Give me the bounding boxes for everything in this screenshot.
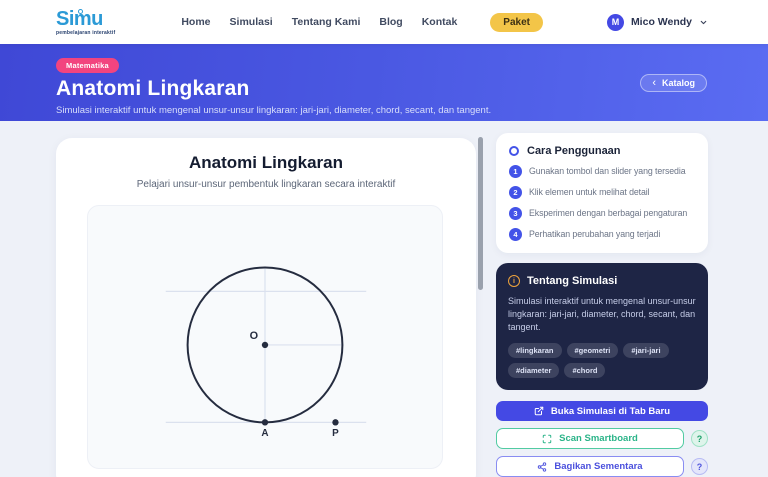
scan-smartboard-button[interactable]: Scan Smartboard [496,428,684,450]
scan-help-button[interactable]: ? [691,430,708,448]
about-title: Tentang Simulasi [527,275,618,287]
content-scrollbar[interactable] [478,137,483,290]
brand-tagline: pembelajaran interaktif [56,29,116,36]
usage-step: 3 Eksperimen dengan berbagai pengaturan [509,207,695,220]
katalog-label: Katalog [661,78,695,88]
usage-title: Cara Penggunaan [527,145,621,157]
hero-banner: Matematika Anatomi Lingkaran Simulasi in… [0,44,768,121]
nav-link-kontak[interactable]: Kontak [421,16,458,28]
tag-diameter[interactable]: #diameter [508,363,560,379]
simulation-title: Anatomi Lingkaran [189,153,343,172]
nav-link-blog[interactable]: Blog [379,16,403,28]
user-name: Mico Wendy [630,16,692,28]
avatar: M [606,13,624,31]
open-new-tab-label: Buka Simulasi di Tab Baru [550,405,671,417]
usage-step: 4 Perhatikan perubahan yang terjadi [509,228,695,241]
step-text: Gunakan tombol dan slider yang tersedia [529,166,686,176]
scan-row: Scan Smartboard ? [496,428,708,450]
brand-logo[interactable]: Simu pembelajaran interaktif [56,7,116,36]
nav-link-home[interactable]: Home [181,16,211,28]
user-menu[interactable]: M Mico Wendy [606,13,708,31]
share-help-button[interactable]: ? [691,458,708,476]
page-title: Anatomi Lingkaran [56,77,250,100]
point-a-handle[interactable] [261,419,269,426]
simulation-subtitle: Pelajari unsur-unsur pembentuk lingkaran… [136,179,396,190]
share-icon [538,462,547,472]
tag-list: #lingkaran #geometri #jari-jari #diamete… [508,343,696,379]
tag-geometri[interactable]: #geometri [566,343,619,359]
usage-card: Cara Penggunaan 1 Gunakan tombol dan sli… [496,133,708,253]
external-link-icon [534,406,544,416]
simulation-canvas[interactable]: O A P [87,205,443,469]
nav-link-tentang-kami[interactable]: Tentang Kami [291,16,361,28]
about-card: i Tentang Simulasi Simulasi interaktif u… [496,263,708,391]
brand-name: Simu [56,7,103,30]
katalog-back-button[interactable]: ‹ Katalog [640,74,707,92]
logo-ring-icon [78,8,83,14]
point-p-handle[interactable] [332,419,339,426]
about-description: Simulasi interaktif untuk mengenal unsur… [508,296,696,333]
usage-step: 1 Gunakan tombol dan slider yang tersedi… [509,165,695,178]
sidebar: Cara Penggunaan 1 Gunakan tombol dan sli… [496,133,708,477]
center-point[interactable] [261,341,269,349]
share-temporary-label: Bagikan Sementara [554,461,643,473]
chevron-left-icon: ‹ [652,76,656,89]
nav-paket-button[interactable]: Paket [490,12,543,32]
scan-smartboard-label: Scan Smartboard [559,433,638,445]
step-number-badge: 2 [509,186,522,199]
share-row: Bagikan Sementara ? [496,456,708,477]
circle-diagram: O A P [165,266,367,439]
top-navbar: Simu pembelajaran interaktif Home Simula… [0,0,768,44]
scan-icon [542,434,552,443]
open-new-tab-button[interactable]: Buka Simulasi di Tab Baru [496,401,708,422]
label-point-p: P [332,428,339,439]
step-number-badge: 4 [509,228,522,241]
step-text: Klik elemen untuk melihat detail [529,187,650,197]
share-temporary-button[interactable]: Bagikan Sementara [496,456,684,477]
usage-step: 2 Klik elemen untuk melihat detail [509,186,695,199]
nav-link-simulasi[interactable]: Simulasi [229,16,273,28]
circle-outline-icon [509,146,519,156]
nav-links: Home Simulasi Tentang Kami Blog Kontak P… [181,12,543,32]
category-badge: Matematika [56,58,119,73]
step-number-badge: 1 [509,165,522,178]
label-point-a: A [261,428,268,439]
step-text: Perhatikan perubahan yang terjadi [529,229,661,239]
label-center-o: O [250,330,259,342]
info-icon: i [508,275,520,287]
tag-jari-jari[interactable]: #jari-jari [623,343,669,359]
step-text: Eksperimen dengan berbagai pengaturan [529,208,688,218]
simulation-card: Anatomi Lingkaran Pelajari unsur-unsur p… [56,138,476,477]
page-subtitle: Simulasi interaktif untuk mengenal unsur… [56,105,492,116]
tag-chord[interactable]: #chord [564,363,606,379]
chevron-down-icon [700,20,707,24]
step-number-badge: 3 [509,207,522,220]
tag-lingkaran[interactable]: #lingkaran [508,343,562,359]
